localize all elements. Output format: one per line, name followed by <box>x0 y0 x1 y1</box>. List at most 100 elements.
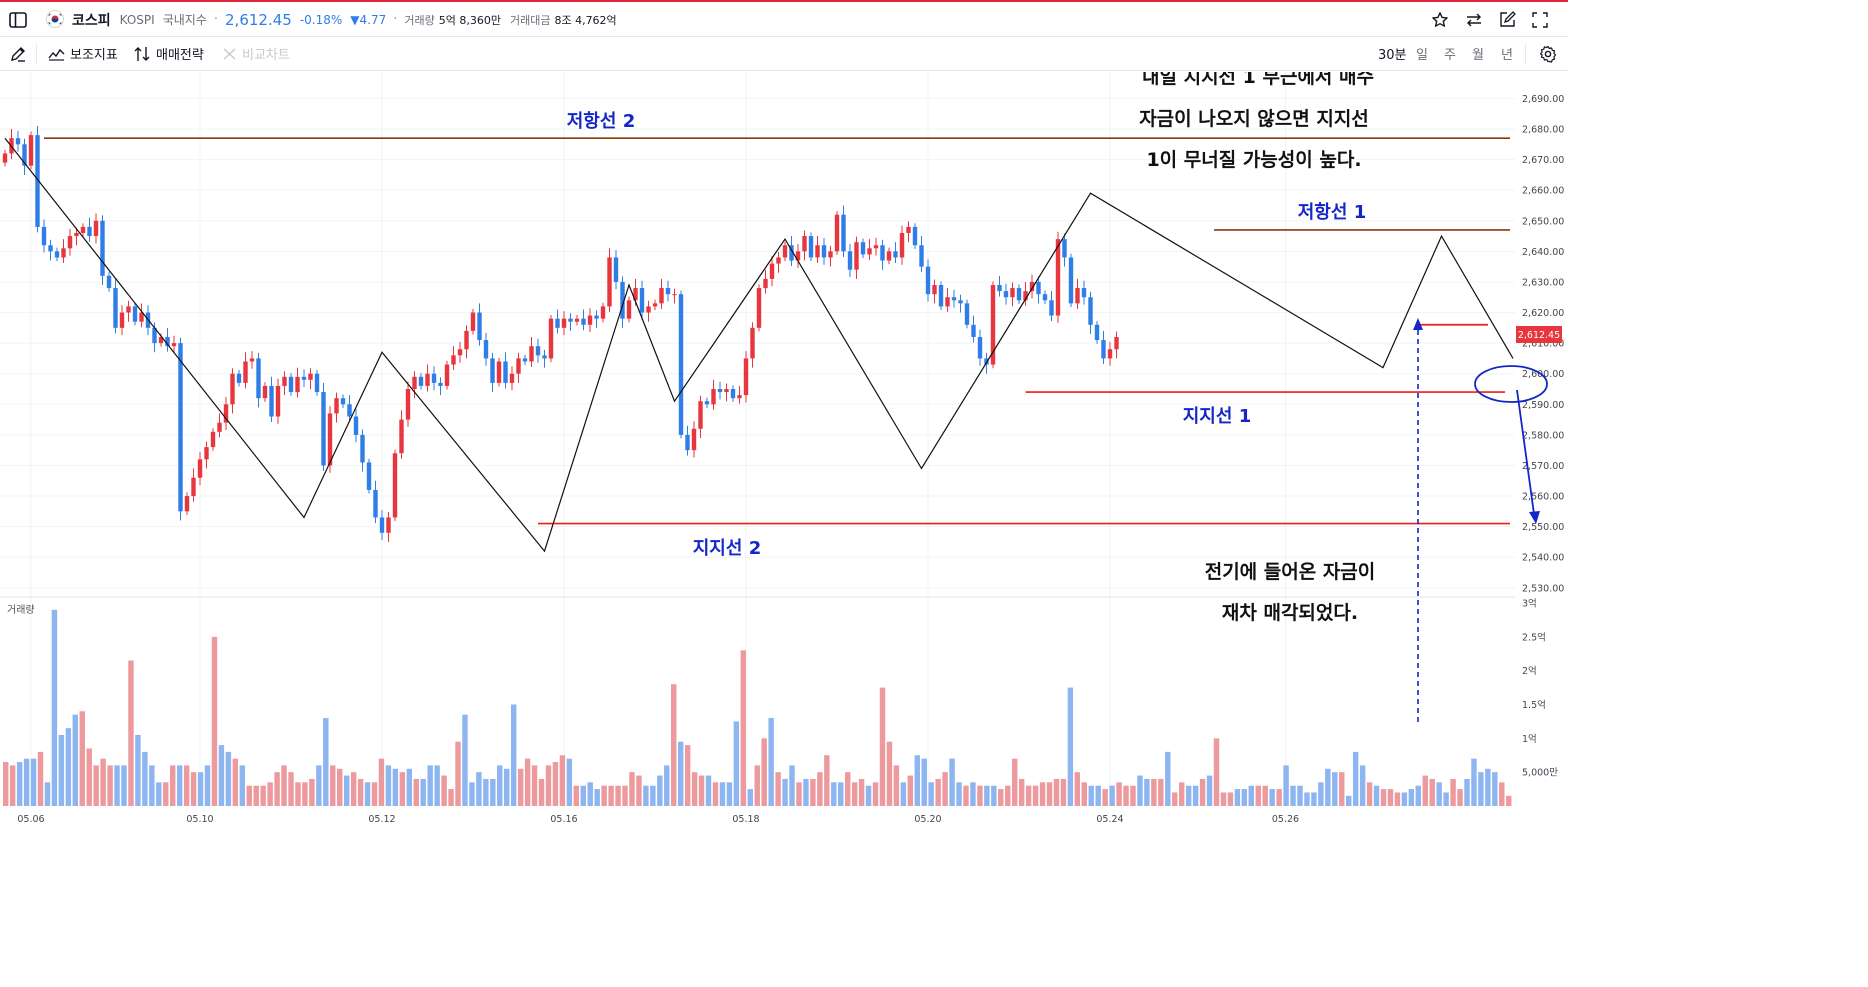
interval-day[interactable]: 일 <box>1416 48 1428 63</box>
volume-pane-label: 거래량 <box>7 604 35 616</box>
candle-body <box>262 385 268 399</box>
drawing-tool-icon[interactable] <box>8 44 28 64</box>
volume-bar <box>497 765 503 806</box>
volume-bar <box>1366 782 1373 806</box>
candle-body <box>470 312 476 331</box>
candle-body <box>405 389 411 420</box>
candle-body <box>295 376 300 393</box>
volume-bar <box>142 751 148 806</box>
candle-body <box>880 245 885 261</box>
indicators-button[interactable]: 보조지표 <box>48 37 118 70</box>
price-chart[interactable]: 05.06 05.10 05.12 05.16 05.18 05.20 05.24 05.26… <box>0 72 1568 826</box>
volume-bar <box>1172 792 1178 806</box>
volume-bar <box>1478 772 1484 806</box>
volume-bar <box>316 765 322 806</box>
strategy-button[interactable]: 매매전략 <box>134 37 204 70</box>
symbol-name[interactable]: 코스피 <box>72 12 111 29</box>
volume-bar <box>3 762 9 806</box>
volume-bar <box>1283 765 1289 806</box>
candle-body <box>321 392 326 466</box>
volume-bar <box>1422 775 1428 806</box>
interval-week[interactable]: 주 <box>1444 48 1456 63</box>
volume-bar <box>789 765 795 806</box>
candle-body <box>769 263 775 279</box>
candle-body <box>509 373 515 383</box>
price-axis: 2,690.00 2,680.00 2,670.00 2,660.00 2,650.00… <box>1522 94 1564 594</box>
candle-body <box>535 346 541 356</box>
price-tick-label: 2,580.00 <box>1522 430 1564 441</box>
volume-bar <box>420 778 426 806</box>
interval-30m[interactable]: 30분 <box>1378 48 1407 63</box>
volume-bar <box>427 765 433 806</box>
volume-bar <box>726 782 733 806</box>
candle-body <box>236 373 242 383</box>
volume-tick-label: 3억 <box>1522 598 1537 610</box>
interval-year[interactable]: 년 <box>1501 48 1513 63</box>
candle-body <box>152 327 157 344</box>
candle-body <box>386 517 391 533</box>
candle-body <box>691 428 697 451</box>
volume-bar <box>768 718 774 806</box>
volume-bar <box>629 772 635 806</box>
candle-body <box>80 226 86 233</box>
candle-body <box>1114 337 1119 350</box>
volume-bar <box>170 765 176 806</box>
zigzag-path <box>4 137 1514 553</box>
candle-body <box>178 343 183 512</box>
volume-bar <box>608 785 614 806</box>
volume-bar <box>664 765 670 806</box>
candle-body <box>945 297 950 307</box>
volume-bar <box>197 772 204 806</box>
candle-body <box>646 306 651 313</box>
candle-body <box>457 349 463 356</box>
toolbar-separator-2 <box>1525 44 1526 64</box>
star-icon[interactable] <box>1430 10 1450 30</box>
candle-body <box>171 343 177 347</box>
volume-bar <box>1151 778 1157 806</box>
volume-bar <box>1429 778 1435 806</box>
candle-body <box>659 288 664 304</box>
volume-bar <box>796 782 802 806</box>
volume-bar <box>218 745 225 806</box>
time-tick-label: 05.12 <box>368 814 395 825</box>
compare-button[interactable]: 비교차트 <box>222 37 290 70</box>
volume-axis: 3억 2.5억 2억 1.5억 1억 5,000만 <box>1522 598 1558 779</box>
volume-bar <box>991 785 997 806</box>
candle-body <box>1023 291 1028 301</box>
candle-body <box>574 318 580 322</box>
volume-bar <box>643 785 649 806</box>
time-tick-label: 05.06 <box>17 814 44 825</box>
note-bottom-line-1: 전기에 들어온 자금이 <box>1205 561 1376 583</box>
volume-bar <box>1053 778 1060 806</box>
volume-bar <box>476 772 482 806</box>
volume-bar <box>1352 751 1359 806</box>
volume-bar <box>1192 785 1199 806</box>
volume-bar <box>100 758 106 806</box>
volume-bar <box>865 785 872 806</box>
volume-bar <box>323 718 329 806</box>
candle-body <box>704 401 710 405</box>
volume-bar <box>1457 789 1463 806</box>
swap-icon[interactable] <box>1464 10 1484 30</box>
candle-body <box>503 361 508 383</box>
volume-bar <box>281 765 287 806</box>
volume-bar <box>434 765 440 806</box>
volume-bar <box>970 782 976 806</box>
expand-icon[interactable] <box>1530 10 1550 30</box>
volume-bar <box>490 778 496 806</box>
candle-body <box>139 312 144 322</box>
sidebar-toggle-icon[interactable] <box>8 10 28 30</box>
candle-body <box>314 373 320 393</box>
candle-body <box>249 358 255 362</box>
interval-month[interactable]: 월 <box>1472 48 1484 63</box>
time-tick-label: 05.26 <box>1272 814 1299 825</box>
volume-bar <box>135 734 141 806</box>
candle-body <box>711 389 716 405</box>
settings-icon[interactable] <box>1538 44 1558 64</box>
volume-bar <box>1450 778 1456 806</box>
candle-body <box>867 248 872 255</box>
resistance-1-label: 저항선 1 <box>1298 202 1366 223</box>
edit-icon[interactable] <box>1497 10 1517 30</box>
volume-bar <box>677 741 684 806</box>
candle-body <box>100 220 105 276</box>
